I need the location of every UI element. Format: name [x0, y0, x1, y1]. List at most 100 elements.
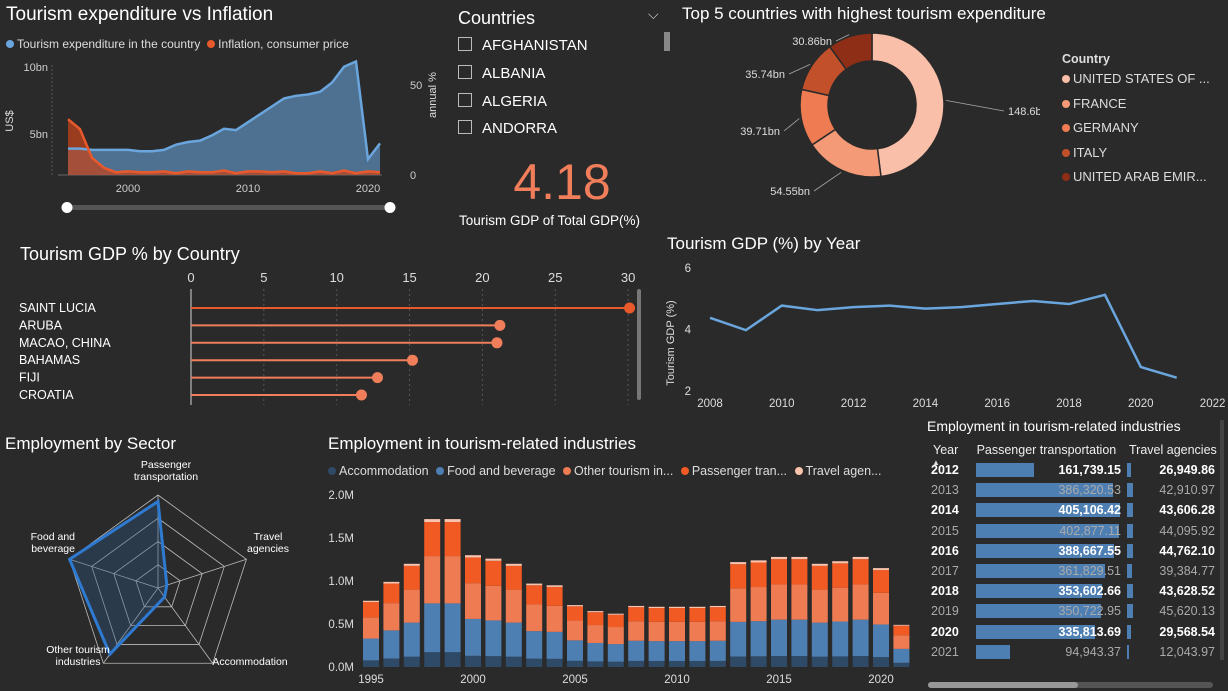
table-row[interactable]: 2018 353,602.66 43,628.52	[929, 581, 1217, 601]
slice-data-label: 39.71bn	[740, 126, 780, 138]
checkbox-icon[interactable]	[458, 93, 472, 107]
passenger-cell: 386,320.53	[975, 480, 1125, 500]
slicer-scrollbar[interactable]	[664, 32, 670, 51]
stacked-bar-segment	[424, 603, 441, 653]
travel-cell: 26,949.86	[1125, 460, 1217, 480]
legend-label: UNITED STATES OF ...	[1073, 71, 1210, 86]
data-bar	[976, 483, 1114, 498]
column-header-passenger[interactable]: Passenger transportation	[976, 443, 1117, 457]
table-row[interactable]: 2012 161,739.15 26,949.86	[929, 460, 1217, 480]
stacked-bar-segment	[465, 555, 481, 558]
country-option[interactable]: ALGERIA	[458, 93, 547, 110]
range-slider-track[interactable]	[67, 205, 390, 210]
checkbox-icon[interactable]	[458, 65, 472, 79]
stacked-bar-segment	[546, 605, 563, 632]
passenger-cell: 94,943.37	[975, 642, 1125, 662]
stacked-bar-segment	[383, 630, 400, 659]
expenditure-legend[interactable]: Tourism expenditure in the country Infla…	[6, 37, 349, 51]
stacked-bar-segment	[526, 658, 543, 667]
stacked-bar-segment	[873, 570, 889, 593]
table-row[interactable]: 2014 405,106.42 43,606.28	[929, 500, 1217, 520]
table-row[interactable]: 2013 386,320.53 42,910.97	[929, 480, 1217, 500]
stacked-bar-segment	[403, 656, 420, 667]
gdp-year-line-chart[interactable]: Tourism GDP (%) 6 4 2 2008 2010 2012 2014 2016 2…	[660, 255, 1228, 420]
sort-ascending-icon[interactable]: ▲	[932, 458, 940, 467]
stacked-column-chart[interactable]: 2.0M 1.5M 1.0M 0.5M 0.0M 1995 2000 2005 2010 2015…	[320, 485, 920, 691]
stacked-bar-segment	[567, 605, 583, 607]
data-bar	[976, 523, 1120, 538]
travel-value: 39,384.77	[1159, 564, 1215, 579]
employment-table: 2012 161,739.15 26,949.86 2013 386,320.53 42,…	[929, 460, 1217, 662]
inflation-line	[67, 118, 381, 175]
column-header-year[interactable]: Year	[933, 443, 959, 457]
table-row[interactable]: 2020 335,813.69 29,568.54	[929, 622, 1217, 642]
legend-item[interactable]: UNITED STATES OF ...	[1062, 71, 1210, 96]
legend-item[interactable]: GERMANY	[1062, 120, 1210, 145]
stacked-bar-segment	[669, 606, 685, 609]
legend-label: ITALY	[1073, 144, 1108, 160]
sector-radar-chart[interactable]: Passenger transportation Travel agencies Acc…	[0, 455, 315, 685]
legend-dot-orange-icon	[207, 40, 216, 48]
stacked-bar-segment	[363, 617, 379, 639]
country-option-label: ALGERIA	[482, 93, 548, 110]
chevron-down-icon[interactable]: ⌵	[648, 6, 659, 22]
travel-cell: 12,043.97	[1125, 642, 1217, 662]
table-row[interactable]: 2021 94,943.37 12,043.97	[929, 642, 1217, 662]
table-row[interactable]: 2015 402,877.11 44,095.92	[929, 521, 1217, 541]
column-header-travel[interactable]: Travel agencies	[1129, 443, 1217, 457]
passenger-cell: 353,602.66	[975, 581, 1125, 601]
chart-scrollbar[interactable]	[637, 289, 641, 400]
travel-cell: 43,606.28	[1125, 500, 1217, 520]
legend-dot-icon	[1062, 173, 1070, 181]
x-tick: 2014	[913, 398, 939, 410]
year-cell: 2016	[931, 543, 959, 558]
passenger-value: 353,602.66	[1058, 584, 1121, 599]
data-bar	[1127, 584, 1133, 599]
legend-item[interactable]: UNITED ARAB EMIR...	[1062, 169, 1210, 194]
table-vertical-scrollbar[interactable]	[1220, 420, 1224, 660]
expenditure-inflation-chart[interactable]: US$ annual % 10bn 5bn 50 0 2000 2010 202…	[0, 55, 440, 215]
x-tick: 2016	[984, 398, 1010, 410]
y-tick: 10bn	[24, 62, 48, 74]
range-slider-end-handle[interactable]	[384, 202, 396, 213]
year-cell: 2014	[931, 503, 959, 518]
legend-label: FRANCE	[1073, 95, 1127, 111]
table-row[interactable]: 2017 361,829.51 39,384.77	[929, 561, 1217, 581]
stacked-bar-segment	[607, 614, 624, 628]
stacked-bar-segment	[628, 660, 645, 667]
y-tick: 0.0M	[328, 662, 354, 674]
passenger-cell: 161,739.15	[975, 460, 1125, 480]
category-label: CROATIA	[19, 388, 74, 402]
country-option[interactable]: ALBANIA	[458, 65, 545, 82]
top5-donut-chart[interactable]: 148.6bn 54.55bn 39.71bn 35.74bn 30.86bn	[740, 30, 1040, 210]
x-tick: 2012	[841, 398, 867, 410]
x-tick: 2020	[1128, 398, 1154, 410]
stacked-bar-segment	[730, 621, 747, 657]
stacked-bar-segment	[832, 563, 849, 588]
slice-data-label: 35.74bn	[745, 69, 785, 81]
stacked-legend[interactable]: Accommodation Food and beverage Other to…	[328, 464, 882, 478]
x-tick: 10	[329, 270, 343, 285]
table-horizontal-scrollbar[interactable]	[928, 682, 1213, 688]
gdp-country-lollipop-chart[interactable]: 0 5 10 15 20 25 30 SAINT LUCIA ARUBA MACAO, CHINA…	[0, 265, 650, 410]
legend-label: Accommodation	[339, 464, 429, 478]
scrollbar-thumb[interactable]	[928, 682, 1078, 688]
expenditure-area	[68, 61, 380, 176]
table-row[interactable]: 2016 388,667.55 44,762.10	[929, 541, 1217, 561]
legend-item[interactable]: FRANCE	[1062, 96, 1210, 121]
travel-value: 43,628.52	[1159, 584, 1215, 599]
stacked-bar-segment	[669, 621, 685, 642]
checkbox-icon[interactable]	[458, 37, 472, 51]
checkbox-icon[interactable]	[458, 120, 472, 134]
top5-legend[interactable]: UNITED STATES OF ... FRANCE GERMANY ITALY UN…	[1062, 71, 1210, 194]
passenger-value: 402,877.11	[1059, 523, 1121, 538]
table-row[interactable]: 2019 350,722.95 45,620.13	[929, 601, 1217, 621]
country-option[interactable]: AFGHANISTAN	[458, 37, 588, 54]
range-slider-start-handle[interactable]	[61, 202, 73, 213]
year-cell: 2015	[931, 523, 959, 538]
country-option[interactable]: ANDORRA	[458, 120, 557, 137]
legend-item[interactable]: ITALY	[1062, 145, 1210, 170]
stacked-bar-segment	[771, 655, 787, 667]
kpi-label: Tourism GDP of Total GDP(%)	[459, 213, 641, 228]
stacked-bar-segment	[567, 660, 583, 667]
